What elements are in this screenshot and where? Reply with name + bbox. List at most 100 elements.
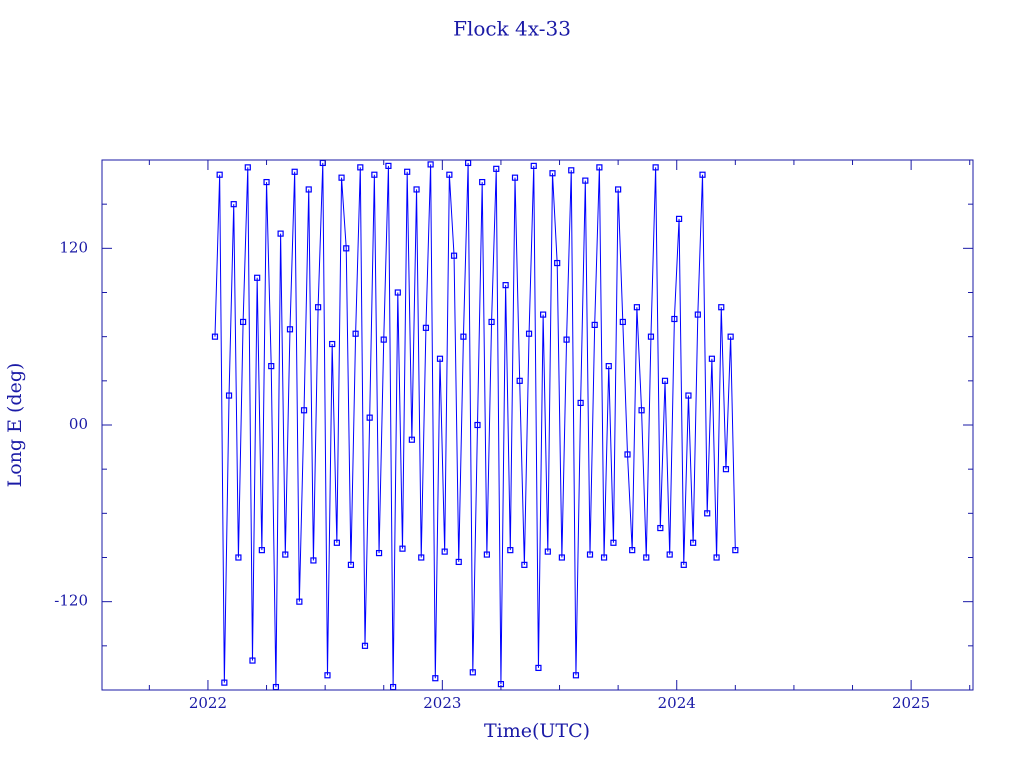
point [488, 318, 495, 326]
point [652, 164, 659, 171]
point [254, 274, 261, 281]
point [633, 304, 640, 311]
point [535, 664, 542, 672]
point [375, 549, 383, 557]
y-tick-label: 00 [69, 415, 88, 433]
point [718, 304, 725, 311]
point [230, 201, 237, 208]
point [324, 672, 331, 679]
x-tick-label: 2022 [189, 694, 227, 712]
point [610, 539, 617, 546]
point [713, 554, 720, 561]
plot-area [211, 160, 739, 690]
point [615, 186, 622, 193]
point [591, 321, 598, 328]
point [629, 547, 636, 554]
point [305, 186, 312, 193]
point [225, 392, 233, 399]
point [577, 399, 584, 407]
point [361, 642, 369, 649]
point [333, 539, 340, 546]
point [216, 171, 223, 178]
x-tick-label: 2025 [892, 694, 930, 712]
point [722, 466, 730, 473]
point [647, 333, 655, 340]
point [343, 245, 350, 252]
point [450, 252, 458, 259]
point [727, 333, 734, 340]
point [586, 551, 594, 558]
point [211, 333, 219, 340]
point [244, 164, 251, 171]
point [455, 558, 462, 566]
point [347, 561, 355, 568]
x-tick-label: 2024 [658, 694, 696, 712]
point [404, 168, 411, 175]
point [572, 672, 580, 679]
point [413, 186, 420, 193]
point [268, 363, 275, 370]
point [554, 259, 561, 267]
point [675, 215, 683, 222]
point [479, 178, 486, 186]
point [352, 330, 359, 337]
series-line [214, 162, 736, 688]
point [638, 407, 645, 414]
point [296, 598, 303, 605]
point [427, 161, 434, 168]
point [704, 510, 711, 517]
point [291, 168, 298, 175]
point [366, 414, 373, 421]
y-tick-label: -120 [54, 592, 88, 610]
y-tick-label: 120 [59, 238, 88, 256]
point [263, 178, 270, 186]
point [432, 675, 439, 682]
point [418, 554, 425, 561]
point [671, 315, 678, 323]
point [619, 318, 626, 326]
point [600, 554, 608, 561]
point [544, 548, 551, 555]
point [408, 436, 415, 443]
point [694, 311, 701, 318]
point [666, 551, 673, 558]
point [732, 547, 739, 554]
point [357, 164, 364, 171]
point [661, 377, 669, 384]
point [521, 561, 528, 568]
point [680, 561, 687, 568]
point [643, 554, 650, 561]
point [300, 407, 308, 414]
point [460, 333, 467, 340]
point [516, 377, 523, 384]
point [469, 669, 476, 676]
point [310, 557, 317, 564]
point [511, 174, 519, 181]
point [249, 657, 256, 664]
point [277, 230, 284, 237]
point [558, 554, 565, 561]
x-axis-label: Time(UTC) [484, 720, 590, 742]
point [315, 304, 322, 311]
point [221, 679, 228, 686]
point [474, 421, 481, 429]
point [493, 165, 500, 172]
point [657, 524, 664, 532]
point [235, 554, 242, 561]
point [436, 355, 444, 362]
point [394, 289, 401, 296]
point [596, 164, 603, 171]
point [441, 548, 448, 555]
point [422, 324, 430, 331]
point [530, 162, 537, 169]
point [540, 311, 547, 318]
point [483, 551, 490, 558]
point [502, 282, 509, 289]
point [385, 162, 392, 169]
point [699, 171, 706, 178]
point [329, 340, 336, 348]
point [371, 171, 378, 178]
point [399, 545, 406, 552]
